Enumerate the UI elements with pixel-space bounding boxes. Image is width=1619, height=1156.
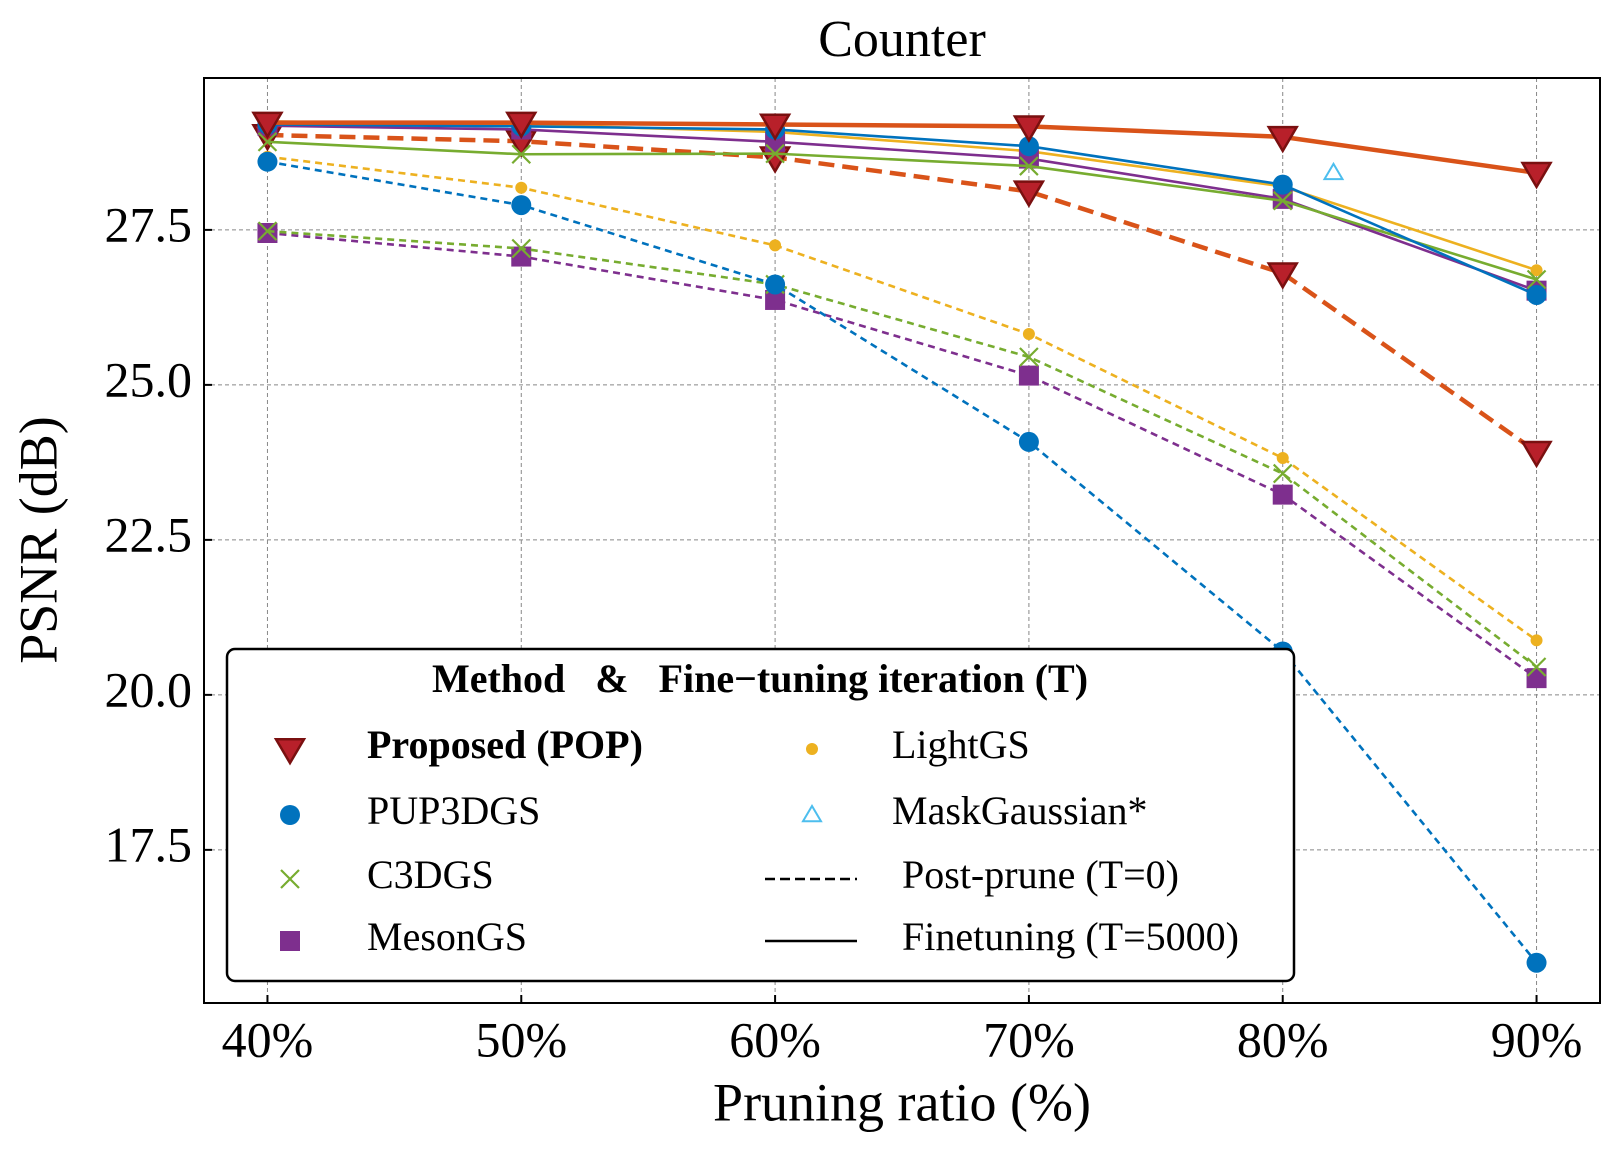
marker [1272, 188, 1293, 209]
marker [1526, 668, 1547, 689]
marker [1322, 161, 1345, 181]
marker [1266, 262, 1299, 290]
marker [1526, 657, 1547, 677]
legend-label: MesonGS [367, 914, 527, 959]
marker [257, 221, 278, 241]
marker [1019, 156, 1039, 176]
marker [1266, 125, 1299, 154]
legend: Method & Fine−tuning iteration (T) Propos… [225, 647, 1296, 983]
marker [280, 805, 300, 825]
series-line [267, 160, 1538, 964]
series-line [267, 140, 1537, 281]
marker [1018, 365, 1039, 386]
x-tick-label: 70% [983, 1011, 1075, 1067]
y-tick-label: 17.5 [105, 816, 193, 872]
legend-label: Finetuning (T=5000) [902, 914, 1239, 959]
x-tick-label: 90% [1491, 1011, 1583, 1067]
marker [758, 113, 792, 141]
marker [769, 239, 782, 252]
marker [1276, 452, 1289, 465]
series-line [267, 123, 1538, 297]
marker [1272, 463, 1293, 484]
marker [251, 111, 284, 140]
marker [511, 195, 532, 216]
marker [257, 222, 278, 243]
marker [1272, 174, 1293, 195]
marker [801, 804, 823, 823]
legend-label: PUP3DGS [367, 788, 540, 833]
marker [1530, 634, 1543, 647]
marker [765, 143, 785, 164]
marker [511, 144, 532, 165]
marker [1526, 269, 1547, 290]
series-line [267, 231, 1538, 680]
marker [1018, 431, 1039, 452]
x-axis-label: Pruning ratio (%) [713, 1072, 1091, 1132]
y-axis-label: PSNR (dB) [8, 416, 68, 664]
marker [806, 743, 818, 755]
legend-label: C3DGS [367, 852, 494, 897]
marker [1272, 190, 1293, 211]
marker [511, 238, 532, 259]
legend-box [225, 647, 1296, 983]
x-tick-label: 80% [1237, 1011, 1329, 1067]
legend-label: Post-prune (T=0) [902, 852, 1179, 897]
marker [280, 931, 300, 951]
marker [515, 181, 528, 194]
y-tick-label: 20.0 [105, 661, 193, 717]
marker [257, 151, 278, 172]
marker [1272, 484, 1293, 505]
marker [505, 111, 538, 140]
marker [1520, 440, 1553, 469]
marker [1520, 161, 1553, 190]
marker [511, 246, 532, 267]
marker [273, 737, 307, 766]
y-tick-label: 22.5 [105, 506, 193, 562]
x-tick-label: 40% [222, 1011, 314, 1067]
marker [1019, 347, 1039, 367]
y-tick-label: 25.0 [105, 351, 193, 407]
marker [1012, 180, 1046, 208]
x-tick-label: 60% [729, 1011, 821, 1067]
legend-label: Proposed (POP) [367, 722, 643, 767]
marker [765, 289, 786, 310]
marker [765, 274, 786, 295]
series-line [267, 120, 1537, 176]
marker [1530, 264, 1543, 277]
legend-label: LightGS [892, 722, 1030, 767]
x-tick-label: 50% [475, 1011, 567, 1067]
marker [280, 869, 300, 889]
marker [257, 132, 278, 152]
legend-label: MaskGaussian* [892, 788, 1148, 833]
chart-title: Counter [818, 11, 986, 68]
y-tick-label: 27.5 [105, 196, 193, 252]
marker [1022, 328, 1035, 341]
series-line [267, 229, 1538, 669]
marker [1526, 284, 1547, 305]
legend-title: Method & Fine−tuning iteration (T) [432, 656, 1088, 701]
series-line [267, 132, 1538, 454]
marker [1018, 136, 1039, 157]
marker [1526, 952, 1547, 973]
plot-frame [203, 77, 1601, 1004]
series-line [267, 155, 1538, 642]
marker [1012, 115, 1046, 143]
